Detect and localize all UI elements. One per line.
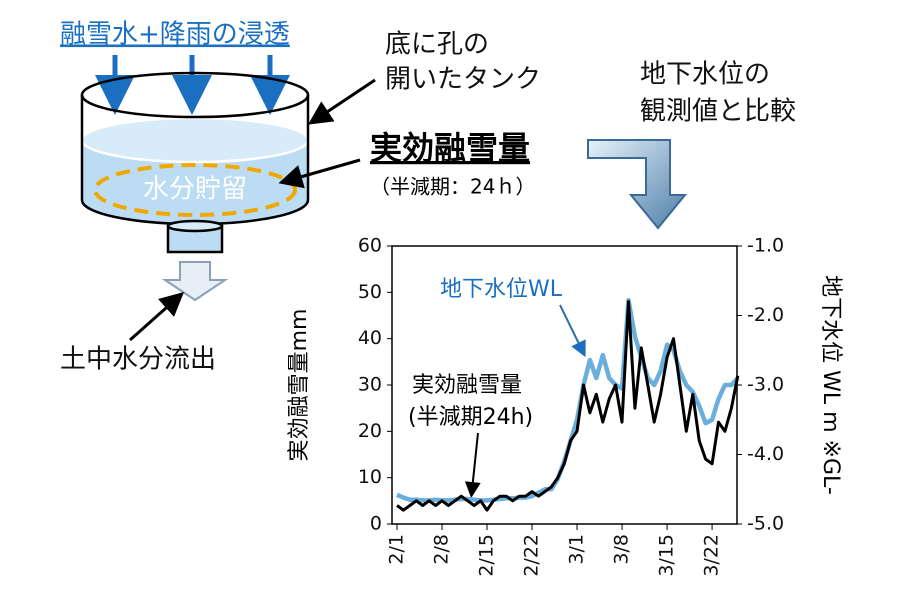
y2-tick-label: -3.0	[747, 374, 784, 396]
y-tick-label: 40	[358, 327, 382, 349]
tank-label: 底に孔の	[385, 30, 489, 60]
storage-label: 水分貯留	[143, 175, 247, 205]
y2-axis-label: 地下水位 WL m ※GL-	[818, 275, 843, 495]
tank-label: 開いたタンク	[385, 65, 541, 95]
series-note: (半減期24h)	[408, 405, 533, 430]
y-tick-label: 50	[358, 281, 382, 303]
pointer	[559, 304, 586, 358]
x-tick-label: 3/1	[566, 534, 588, 565]
x-tick-label: 2/8	[431, 534, 453, 565]
y2-tick-label: -1.0	[747, 235, 784, 257]
pointer	[464, 432, 481, 498]
y-tick-label: 0	[370, 513, 382, 535]
series-label: 地下水位WL	[440, 277, 563, 302]
y2-tick-label: -5.0	[747, 513, 784, 535]
series-label: 実効融雪量	[412, 373, 522, 398]
compare-arrow	[587, 139, 688, 230]
y-tick-label: 10	[358, 466, 382, 488]
x-tick-label: 2/22	[521, 534, 543, 577]
rain-arrows	[95, 55, 290, 115]
half-life: （半減期：24ｈ）	[370, 175, 535, 199]
x-tick-label: 2/15	[476, 534, 498, 577]
x-tick-label: 2/1	[386, 534, 408, 565]
pointer	[129, 292, 184, 342]
y2-tick-label: -2.0	[747, 304, 784, 326]
outflow-arrow	[161, 261, 229, 302]
pointer	[278, 158, 361, 189]
y-tick-label: 60	[358, 235, 382, 257]
compare-label: 地下水位の	[640, 60, 770, 90]
x-tick-label: 3/8	[611, 534, 633, 565]
infiltration-label: 融雪水+降雨の浸透	[60, 20, 290, 50]
x-tick-label: 3/22	[701, 534, 723, 577]
x-tick-label: 3/15	[656, 534, 678, 577]
series-line	[396, 300, 740, 512]
outflow-label: 土中水分流出	[60, 345, 216, 375]
effective-title: 実効融雪量	[370, 129, 530, 167]
pointer	[308, 78, 376, 125]
y-axis-label: 実効融雪量mm	[287, 309, 312, 462]
compare-label: 観測値と比較	[640, 97, 796, 127]
tank	[80, 71, 310, 254]
y-tick-label: 20	[358, 420, 382, 442]
y-tick-label: 30	[358, 374, 382, 396]
y2-tick-label: -4.0	[747, 443, 784, 465]
series-line	[396, 297, 740, 503]
